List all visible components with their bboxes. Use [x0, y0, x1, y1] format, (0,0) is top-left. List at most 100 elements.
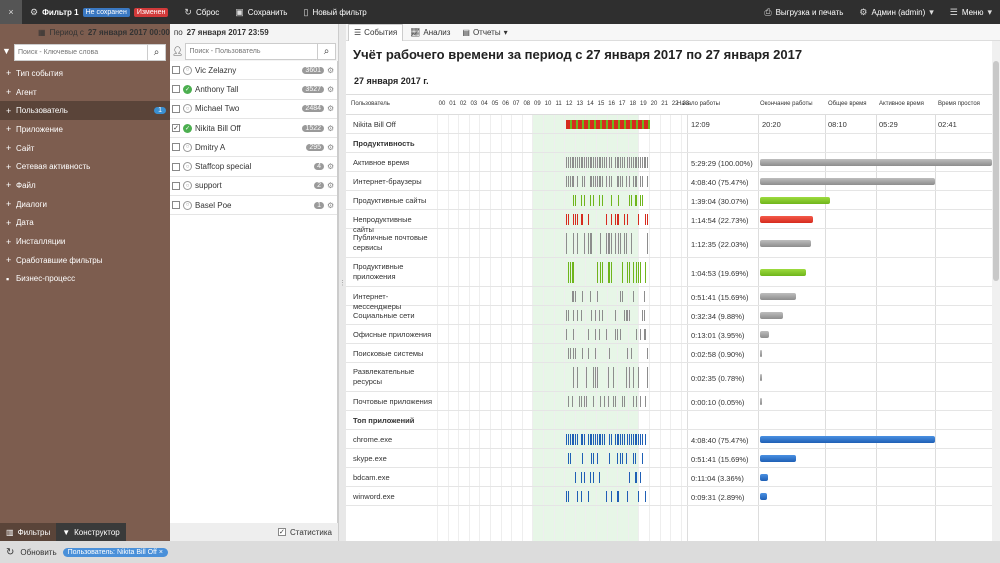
user-row[interactable]: ○ Vic Zelazny 3601 ⚙	[170, 61, 337, 81]
filter-item[interactable]: + Диалоги	[0, 195, 170, 214]
activity-tick	[632, 396, 634, 407]
metric-row[interactable]: Непродуктивные сайты 1:14:54 (22.73%)	[346, 210, 992, 234]
metric-row[interactable]: Социальные сети 0:32:34 (9.88%)	[346, 306, 992, 325]
activity-tick	[622, 120, 625, 129]
filter-item[interactable]: + Сетевая активность	[0, 157, 170, 176]
gears-icon[interactable]: ⚙	[327, 65, 335, 75]
close-panel-button[interactable]: ×	[0, 0, 22, 24]
gears-icon[interactable]: ⚙	[327, 142, 335, 152]
panel-splitter[interactable]: ⋮	[338, 24, 346, 541]
user-row[interactable]: ○ Dmitry A 295 ⚙	[170, 138, 337, 158]
filter-item[interactable]: + Агент	[0, 83, 170, 102]
col-active[interactable]: Активное время	[879, 101, 924, 107]
metric-row[interactable]: Продуктивные сайты 1:39:04 (30.07%)	[346, 191, 992, 210]
user-row[interactable]: ✓ ✓ Nikita Bill Off 1522 ⚙	[170, 118, 337, 139]
gears-icon[interactable]: ⚙	[327, 123, 335, 133]
checkbox[interactable]: ✓	[172, 124, 180, 133]
main-menu[interactable]: ☰ Меню ▾	[942, 7, 1000, 18]
tab-constructor[interactable]: ▼ Конструктор	[56, 523, 126, 541]
filter-item[interactable]: + Дата	[0, 214, 170, 233]
metric-row[interactable]: Офисные приложения 0:13:01 (3.95%)	[346, 325, 992, 344]
user-summary-row[interactable]: Nikita Bill Off 12:09 20:20 08:10 05:29 02:41	[346, 115, 992, 134]
checkbox[interactable]	[172, 143, 180, 152]
activity-tick	[569, 348, 571, 359]
active-filter-chip[interactable]: Пользователь: Nikita Bill Off ×	[62, 547, 168, 557]
filter-item[interactable]: + Сработавшие фильтры	[0, 251, 170, 270]
search-icon[interactable]: ⌕	[147, 45, 165, 60]
col-idle[interactable]: Время простоя	[938, 101, 980, 107]
tab-reports[interactable]: ▤ Отчеты ▾	[457, 24, 512, 41]
metric-row[interactable]: chrome.exe 4:08:40 (75.47%)	[346, 430, 992, 449]
gears-icon[interactable]: ⚙	[327, 84, 335, 94]
col-total[interactable]: Общее время	[828, 101, 867, 107]
hour-gridline	[659, 115, 661, 541]
user-row[interactable]: ○ Basel Poe 1 ⚙	[170, 196, 337, 216]
tab-filters[interactable]: ▥ Фильтры	[0, 523, 57, 541]
gears-icon[interactable]: ⚙	[327, 200, 335, 210]
user-row[interactable]: ○ support 2 ⚙	[170, 176, 337, 197]
metric-row[interactable]: winword.exe 0:09:31 (2.89%)	[346, 487, 992, 506]
tab-events[interactable]: ☰ События	[348, 23, 404, 41]
filter-item-label: Дата	[16, 218, 34, 228]
export-print-button[interactable]: ⎙ Выгрузка и печать	[756, 7, 851, 18]
keyword-search-input[interactable]	[15, 45, 147, 60]
metric-row[interactable]: skype.exe 0:51:41 (15.69%)	[346, 449, 992, 468]
filter-item[interactable]: + Файл	[0, 176, 170, 195]
filter-item[interactable]: ▪ Бизнес-процесс	[0, 270, 170, 289]
filter-item[interactable]: + Сайт	[0, 139, 170, 158]
close-icon[interactable]: ×	[8, 7, 14, 17]
event-count: 3601	[302, 66, 324, 74]
metric-row[interactable]: Поисковые системы 0:02:58 (0.90%)	[346, 344, 992, 363]
metric-row[interactable]: Активное время 5:29:29 (100.00%)	[346, 153, 992, 172]
user-row[interactable]: ○ Staffcop special 4 ⚙	[170, 157, 337, 177]
filter-item[interactable]: + Инсталляции	[0, 232, 170, 251]
metric-row[interactable]: Интернет-мессенджеры 0:51:41 (15.69%)	[346, 287, 992, 311]
checkbox[interactable]	[172, 181, 180, 190]
reset-button[interactable]: ↻ Сброс	[176, 7, 227, 18]
statistics-button[interactable]: ✓ Статистика	[170, 523, 338, 541]
col-user[interactable]: Пользователь	[351, 101, 390, 107]
checkbox[interactable]	[172, 85, 180, 94]
metric-row[interactable]: bdcam.exe 0:11:04 (3.36%)	[346, 468, 992, 487]
save-button[interactable]: ▣ Сохранить	[227, 7, 295, 18]
scrollbar-thumb[interactable]	[993, 61, 999, 281]
metric-row[interactable]: Публичные почтовые сервисы 1:12:35 (22.03…	[346, 229, 992, 258]
checkbox-icon[interactable]: ✓	[277, 528, 286, 536]
activity-tick	[645, 262, 647, 283]
activity-tick	[641, 434, 643, 445]
filter-item[interactable]: + Тип события	[0, 64, 170, 83]
activity-tick	[591, 453, 593, 464]
refresh-button[interactable]: Обновить	[20, 547, 57, 557]
checkbox[interactable]	[172, 104, 180, 113]
tab-analysis[interactable]: 📈︎ Анализ	[405, 24, 455, 41]
col-start[interactable]: Начало работы	[677, 101, 720, 107]
gears-icon[interactable]: ⚙	[327, 162, 335, 172]
metric-row[interactable]: Почтовые приложения 0:00:10 (0.05%)	[346, 392, 992, 411]
checkbox[interactable]	[172, 201, 180, 210]
user-row[interactable]: ✓ Anthony Tall 3527 ⚙	[170, 80, 337, 100]
filter-item[interactable]: + Приложение	[0, 120, 170, 139]
activity-tick	[604, 157, 605, 168]
activity-tick	[634, 472, 636, 483]
vertical-scrollbar[interactable]	[992, 41, 1000, 541]
checkbox[interactable]	[172, 162, 180, 171]
user-row[interactable]: ○ Michael Two 2484 ⚙	[170, 99, 337, 119]
gears-icon[interactable]: ⚙	[327, 104, 335, 114]
filter-item-label: Файл	[16, 180, 36, 190]
search-icon[interactable]: ⌕	[317, 43, 335, 59]
activity-tick	[602, 120, 605, 129]
user-search-input[interactable]	[186, 43, 317, 59]
metric-row[interactable]: Интернет-браузеры 4:08:40 (75.47%)	[346, 172, 992, 191]
gears-icon[interactable]: ⚙	[327, 181, 335, 191]
metric-row[interactable]: Развлекательные ресурсы 0:02:35 (0.78%)	[346, 363, 992, 392]
activity-tick	[634, 195, 636, 206]
col-end[interactable]: Окончание работы	[760, 101, 813, 107]
activity-tick	[595, 176, 596, 187]
refresh-icon[interactable]: ↻	[6, 546, 15, 558]
checkbox[interactable]	[172, 66, 180, 75]
metric-row[interactable]: Продуктивные приложения 1:04:53 (19.69%)	[346, 258, 992, 287]
new-filter-button[interactable]: ▯ Новый фильтр	[295, 7, 374, 18]
caret-down-icon: ▾	[503, 27, 508, 37]
admin-menu[interactable]: ⚙ Админ (admin) ▾	[851, 7, 941, 18]
filter-item[interactable]: + Пользователь 1	[0, 101, 170, 121]
